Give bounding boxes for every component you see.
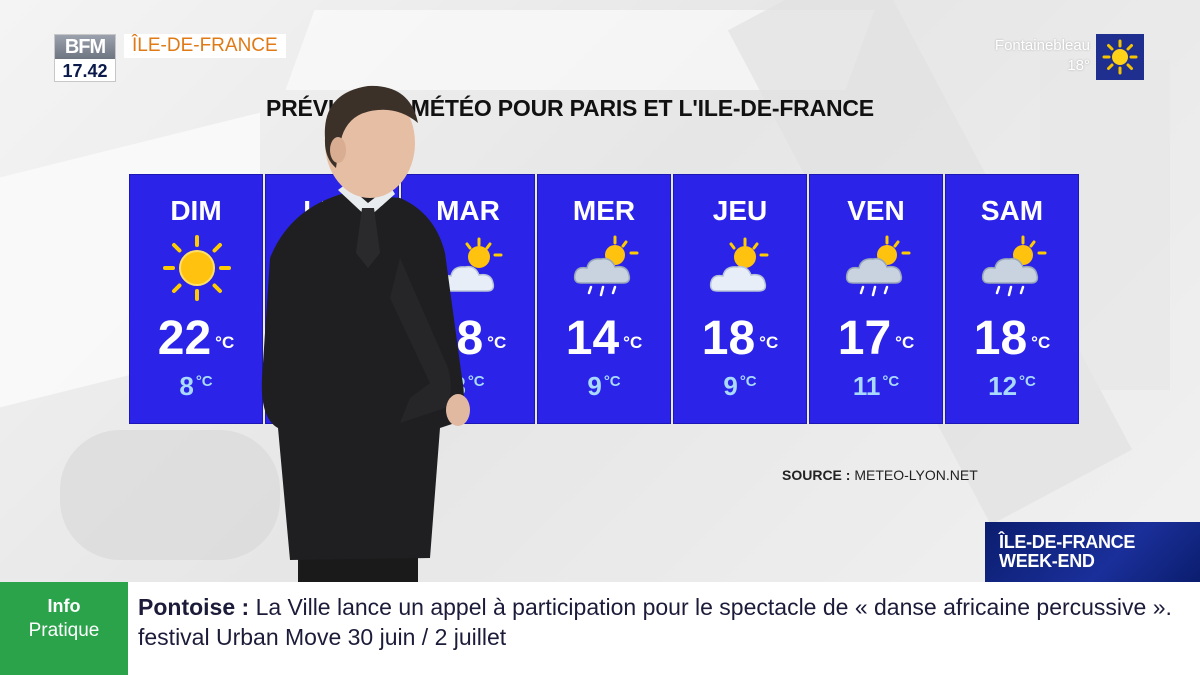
forecast-day-card: SAM 18 °C 12 °C	[945, 174, 1079, 424]
max-temperature: 22 °C	[157, 312, 235, 365]
ticker-text: La Ville lance un appel à participation …	[138, 594, 1172, 650]
forecast-day-card: VEN 17 °C 11 °C	[809, 174, 943, 424]
city-name: Fontainebleau	[994, 37, 1090, 54]
day-name: MER	[572, 195, 636, 226]
min-temperature: 12 °C	[988, 371, 1036, 401]
source-value: METEO-LYON.NET	[854, 467, 978, 483]
channel-logo-text: BFM	[55, 35, 115, 59]
source-label: SOURCE :	[782, 467, 851, 483]
region-label: ÎLE-DE-FRANCE	[124, 34, 286, 58]
sun-cloud-rain-icon	[845, 235, 911, 297]
show-tag-line1: ÎLE-DE-FRANCE	[999, 532, 1136, 552]
city-weather: Fontainebleau 18°	[995, 36, 1090, 76]
forecast-day-card: JEU 18 °C 9 °C	[673, 174, 807, 424]
day-name: JEU	[712, 195, 768, 226]
day-name: SAM	[980, 195, 1044, 226]
channel-logo: BFM 17.42	[54, 34, 116, 82]
city-temperature: 18°	[1067, 57, 1090, 74]
ticker-label-line2: Pratique	[28, 620, 100, 641]
background-shape	[60, 430, 280, 560]
max-temperature: 14 °C	[565, 312, 643, 365]
sun-cloud-rain-icon	[573, 235, 639, 297]
sun-cloud-rain-icon	[981, 235, 1047, 297]
clock-time: 17.42	[62, 61, 108, 81]
max-temperature: 18°C	[701, 312, 779, 365]
sun-icon	[1102, 39, 1138, 75]
news-ticker: Info Pratique Pontoise : La Ville lance …	[0, 582, 1200, 675]
min-temperature: 8°C	[179, 371, 213, 401]
min-temperature: 9 °C	[723, 371, 757, 401]
forecast-day-card: MER 14 °C 9 °C	[537, 174, 671, 424]
ticker-place: Pontoise	[138, 594, 236, 620]
day-name: DIM	[170, 195, 222, 226]
forecast-source: SOURCE : METEO-LYON.NET	[782, 467, 978, 483]
max-temperature: 18°C	[973, 312, 1051, 365]
ticker-label: Info Pratique	[0, 582, 128, 675]
show-tag-line2: WEEK-END	[999, 551, 1095, 571]
show-tag: ÎLE-DE-FRANCE WEEK-END	[985, 522, 1200, 582]
ticker-separator: :	[235, 594, 256, 620]
min-temperature: 11 °C	[852, 371, 900, 401]
day-name: VEN	[847, 195, 905, 226]
forecast-day-card: DIM 22 °C 8 °C	[129, 174, 263, 424]
ticker-label-line1: Info	[47, 596, 81, 616]
sun-cloud-icon	[709, 237, 769, 292]
max-temperature: 17 °C	[837, 312, 915, 365]
day-name: MAR	[436, 195, 500, 226]
city-weather-icon-box	[1096, 34, 1144, 80]
sun-icon	[163, 235, 231, 301]
min-temperature: 9 °C	[587, 371, 621, 401]
ticker-message: Pontoise : La Ville lance un appel à par…	[138, 592, 1188, 652]
presenter-figure	[261, 85, 470, 598]
